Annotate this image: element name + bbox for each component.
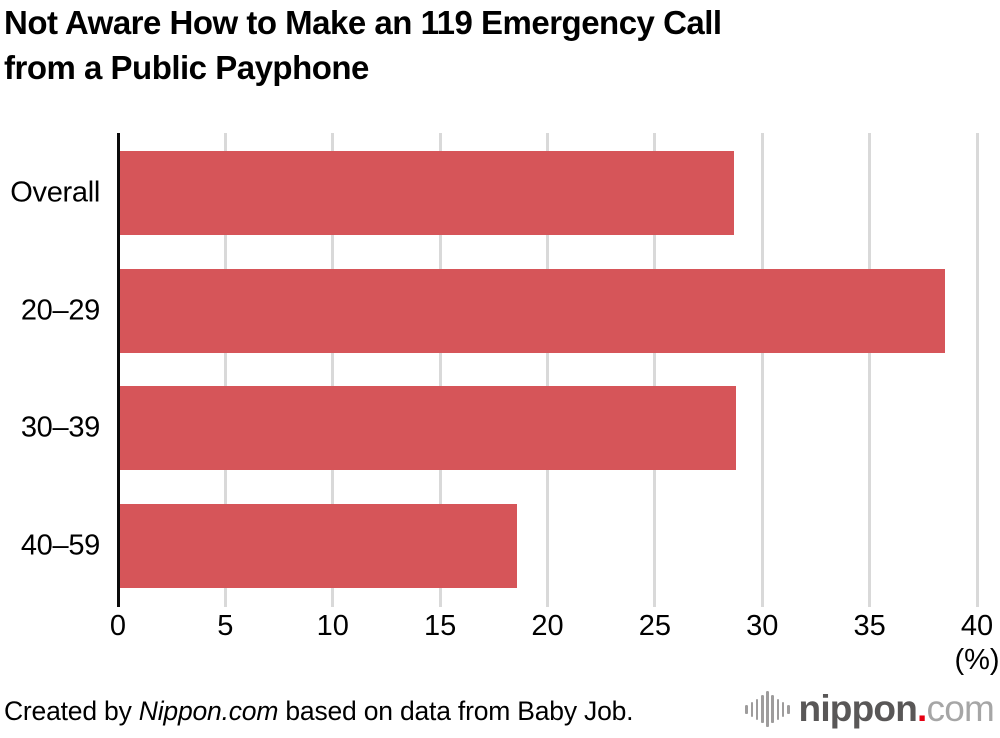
- x-tick-label: 15: [423, 610, 457, 642]
- x-tick-label: 5: [217, 610, 234, 642]
- gridline: [975, 133, 979, 607]
- x-tick-label: 20: [531, 610, 564, 642]
- gridline: [331, 133, 335, 607]
- x-tick-label: 40: [960, 610, 994, 642]
- credit-source: Nippon.com: [138, 696, 279, 726]
- gridline: [438, 133, 442, 607]
- nippon-logo-text: nippon.com: [798, 688, 995, 729]
- x-tick-label: 35: [853, 610, 886, 642]
- x-tick-label: 10: [316, 610, 349, 642]
- logo-tld: com: [926, 688, 995, 729]
- gridline: [653, 133, 657, 607]
- logo-name: nippon: [798, 688, 918, 729]
- x-axis-unit-label: (%): [954, 644, 1000, 676]
- gridline: [223, 133, 227, 607]
- gridline: [868, 133, 872, 607]
- credit-suffix: based on data from Baby Job.: [278, 696, 634, 726]
- sound-bars-icon: [745, 689, 790, 729]
- y-category-label: Overall: [10, 176, 100, 209]
- x-tick-label: 30: [746, 610, 779, 642]
- bar-40–59: [120, 503, 518, 588]
- nippon-logo: nippon.com: [745, 687, 995, 731]
- bar-20–29: [120, 268, 945, 353]
- bar-30–39: [120, 386, 737, 470]
- logo-dot: .: [917, 688, 927, 729]
- y-category-label: 30–39: [20, 411, 100, 444]
- x-tick-label: 0: [109, 610, 127, 642]
- y-category-label: 40–59: [20, 529, 100, 561]
- credit-prefix: Created by: [4, 696, 139, 726]
- bar-Overall: [120, 151, 735, 235]
- plot-area: [117, 133, 979, 607]
- x-tick-label: 25: [638, 610, 671, 642]
- chart-title: Not Aware How to Make an 119 Emergency C…: [4, 4, 722, 86]
- gridline: [546, 133, 549, 607]
- y-category-label: 20–29: [20, 294, 100, 326]
- credit-line: Created by Nippon.com based on data from…: [4, 696, 634, 727]
- y-axis-line: [117, 133, 120, 607]
- gridline: [760, 133, 764, 607]
